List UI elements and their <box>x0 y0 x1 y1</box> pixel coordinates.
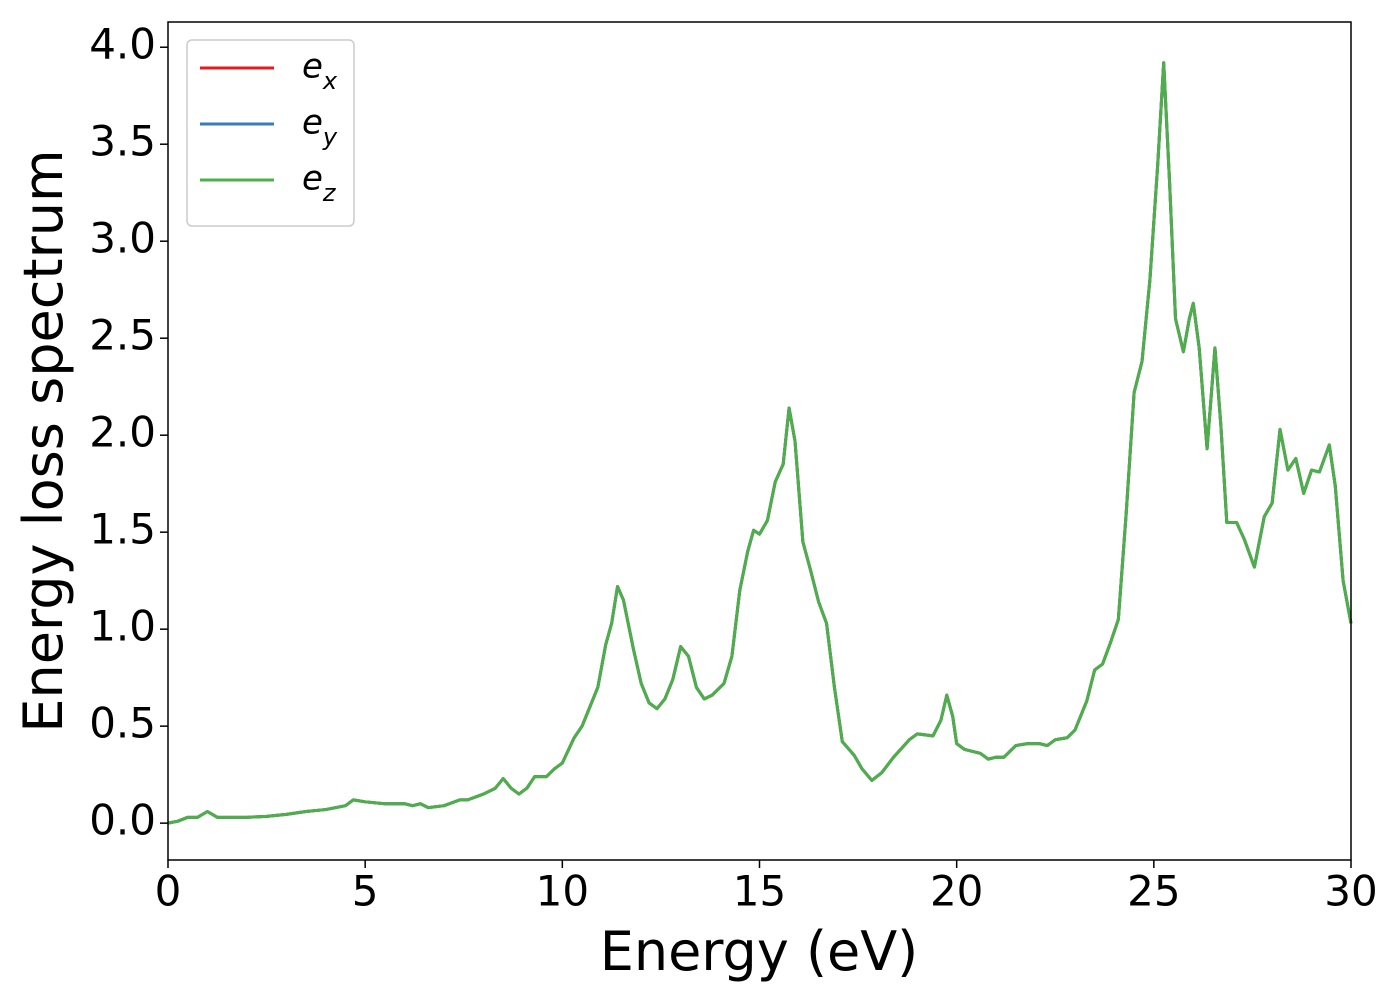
x-axis-label: Energy (eV) <box>600 920 919 983</box>
y-tick-label: 4.0 <box>89 20 156 69</box>
plot-frame <box>167 21 1352 861</box>
y-tick-label: 3.5 <box>89 117 156 166</box>
y-tick-label: 0.5 <box>89 699 156 748</box>
x-tick-label: 0 <box>155 867 182 916</box>
y-tick-label: 2.5 <box>89 311 156 360</box>
y-tick-label: 1.5 <box>89 505 156 554</box>
x-tick-label: 20 <box>930 867 983 916</box>
y-tick-label: 0.0 <box>89 796 156 845</box>
y-tick-label: 1.0 <box>89 602 156 651</box>
x-tick-label: 15 <box>733 867 786 916</box>
x-tick-label: 25 <box>1127 867 1180 916</box>
x-tick-label: 30 <box>1324 867 1377 916</box>
x-tick-label: 5 <box>352 867 379 916</box>
x-tick-label: 10 <box>536 867 589 916</box>
y-tick-label: 3.0 <box>89 214 156 263</box>
line-series <box>167 61 1353 825</box>
y-tick-label: 2.0 <box>89 408 156 457</box>
y-axis-label: Energy loss spectrum <box>12 149 75 732</box>
